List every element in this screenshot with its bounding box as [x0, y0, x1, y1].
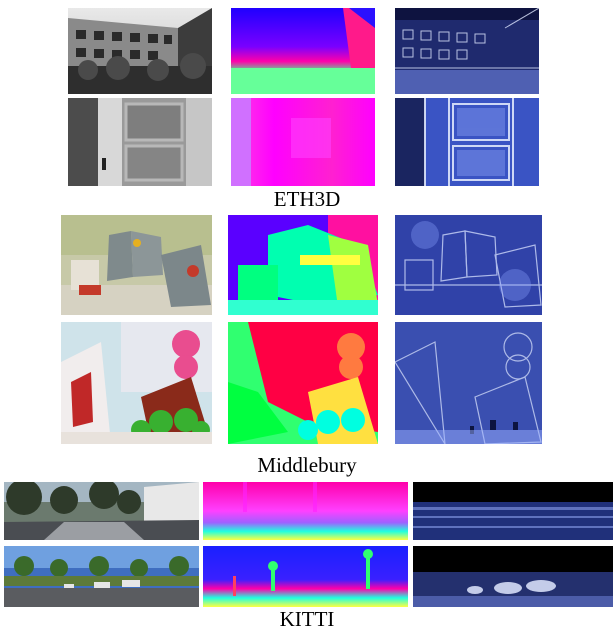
eth3d-row2-disparity-map [231, 98, 375, 186]
kitti-row2-input-image [4, 546, 199, 607]
middlebury-row2-error-map [395, 322, 542, 444]
eth3d-row1-input-image [68, 8, 212, 94]
kitti-row2-disparity-map [203, 546, 408, 607]
middlebury-row1-input-image [61, 215, 212, 315]
eth3d-row2-input-image [68, 98, 212, 186]
eth3d-row1-error-map [395, 8, 539, 94]
eth3d-caption: ETH3D [273, 187, 341, 211]
middlebury-row1-error-map [395, 215, 542, 315]
kitti-row1-input-image [4, 482, 199, 540]
kitti-row1-error-map [413, 482, 613, 540]
middlebury-row2-disparity-map [228, 322, 378, 444]
middlebury-row1-disparity-map [228, 215, 378, 315]
eth3d-row2-error-map [395, 98, 539, 186]
kitti-caption: KITTI [279, 607, 335, 631]
middlebury-row2-input-image [61, 322, 212, 444]
kitti-row2-error-map [413, 546, 613, 607]
kitti-row1-disparity-map [203, 482, 408, 540]
middlebury-caption: Middlebury [257, 453, 357, 477]
eth3d-row1-disparity-map [231, 8, 375, 94]
